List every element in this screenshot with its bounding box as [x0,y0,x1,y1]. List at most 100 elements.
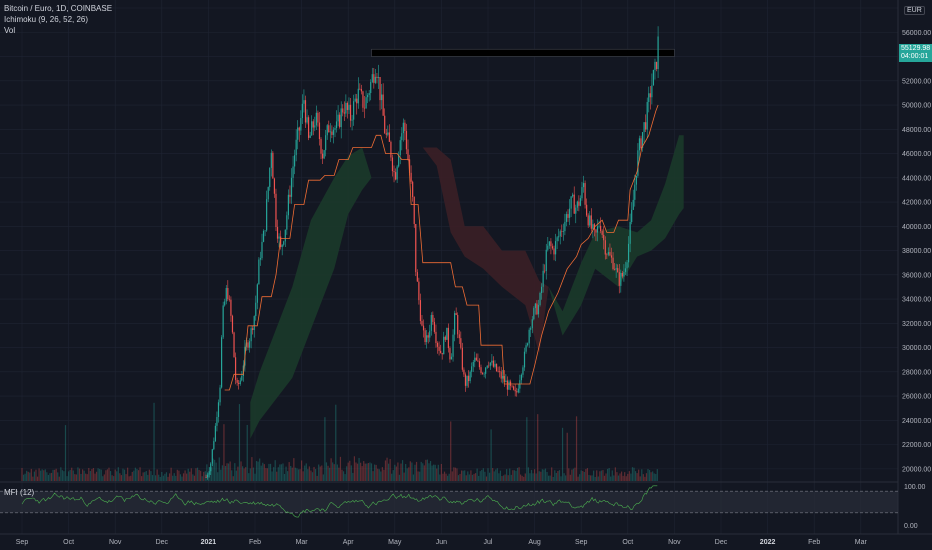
volume-bar [214,459,216,481]
candle-body [514,389,516,392]
volume-bar [557,471,559,481]
volume-bar [474,473,477,481]
candle-body [564,221,566,232]
candle-body [410,172,412,182]
volume-bar [109,471,112,481]
volume-bar [471,474,474,481]
volume-bar [106,469,109,481]
candle-body [236,379,238,383]
candle-body [551,246,554,249]
candle-body [228,299,230,300]
volume-bar [128,476,130,481]
candle-body [485,367,487,374]
volume-bar [372,471,374,481]
volume-bar [364,463,366,481]
candle-body [547,245,549,250]
mfi-line [21,485,658,518]
volume-bar [103,474,105,481]
candle-body [499,371,501,372]
volume-bar [61,470,63,481]
volume-bar [361,466,363,481]
candle-body [297,127,299,140]
volume-bar [234,463,236,481]
volume-bar [91,469,93,481]
volume-bar [85,473,87,481]
volume-bar [462,470,464,481]
candle-body [362,91,364,108]
candle-body [620,272,622,286]
candle-body [494,363,496,367]
candle-body [629,221,631,244]
volume-bar [496,468,498,481]
candle-body [207,474,209,478]
candle-body [652,69,655,86]
volume-bar [401,460,404,481]
candle-body [621,272,623,277]
volume-bar [490,429,492,481]
volume-bar [535,473,537,481]
time-tick-label: Jun [436,539,447,546]
grid-lines [0,0,932,535]
price-tick-label: 52000.00 [902,78,931,85]
candle-body [544,270,546,272]
symbol-label[interactable]: Bitcoin / Euro, 1D, COINBASE [4,4,113,13]
volume-bar [68,471,70,481]
volume-bar [60,467,62,481]
volume-bar [537,414,539,481]
candle-body [224,301,226,306]
candle-body [325,135,327,151]
candle-body [284,229,286,242]
currency-badge[interactable]: EUR [904,6,925,15]
candle-body [426,335,428,343]
volume-bar [55,468,57,481]
volume-bar [148,469,150,481]
candle-body [558,236,560,238]
candle-body [623,271,625,277]
volume-bar [282,463,284,481]
candle-body [384,115,386,134]
candle-body [506,380,509,390]
candle-body [413,196,415,224]
candle-body [600,225,602,232]
candle-body [301,103,303,119]
volume-bar [243,468,245,481]
candle-body [208,471,210,475]
candle-body [273,178,276,194]
volume-bar [22,474,25,481]
candle-body [582,183,585,188]
candle-body [252,328,254,331]
ichimoku-label[interactable]: Ichimoku (9, 26, 52, 26) [4,15,89,24]
volume-bar [380,471,382,481]
price-tick-label: 48000.00 [902,127,931,134]
candle-body [534,303,536,309]
volume-bar [276,471,278,481]
volume-bar [358,457,360,481]
volume-bar [448,473,450,481]
candle-body [610,255,613,258]
candle-body [295,139,297,156]
candle-body [419,300,422,321]
volume-bar [374,464,376,481]
volume-bar [360,462,362,481]
volume-bar [139,467,141,481]
volume-bar [335,404,337,481]
volume-bar [265,468,267,481]
candle-body [340,108,342,128]
candle-body [427,335,429,338]
volume-bar [269,463,272,481]
candle-body [634,184,636,200]
volume-bar [394,464,396,481]
candle-body [365,97,367,109]
volume-bar [468,474,470,481]
last-price-value: 55129.98 [901,45,931,52]
candle-body [497,371,499,372]
candle-body [536,303,538,315]
volume-bar [226,463,228,481]
volume-bar [71,467,73,481]
candle-body [239,380,241,385]
candle-body [474,357,476,362]
mfi-label[interactable]: MFI (12) [4,488,35,497]
volume-bar [630,473,632,481]
volume-label[interactable]: Vol [4,26,16,35]
